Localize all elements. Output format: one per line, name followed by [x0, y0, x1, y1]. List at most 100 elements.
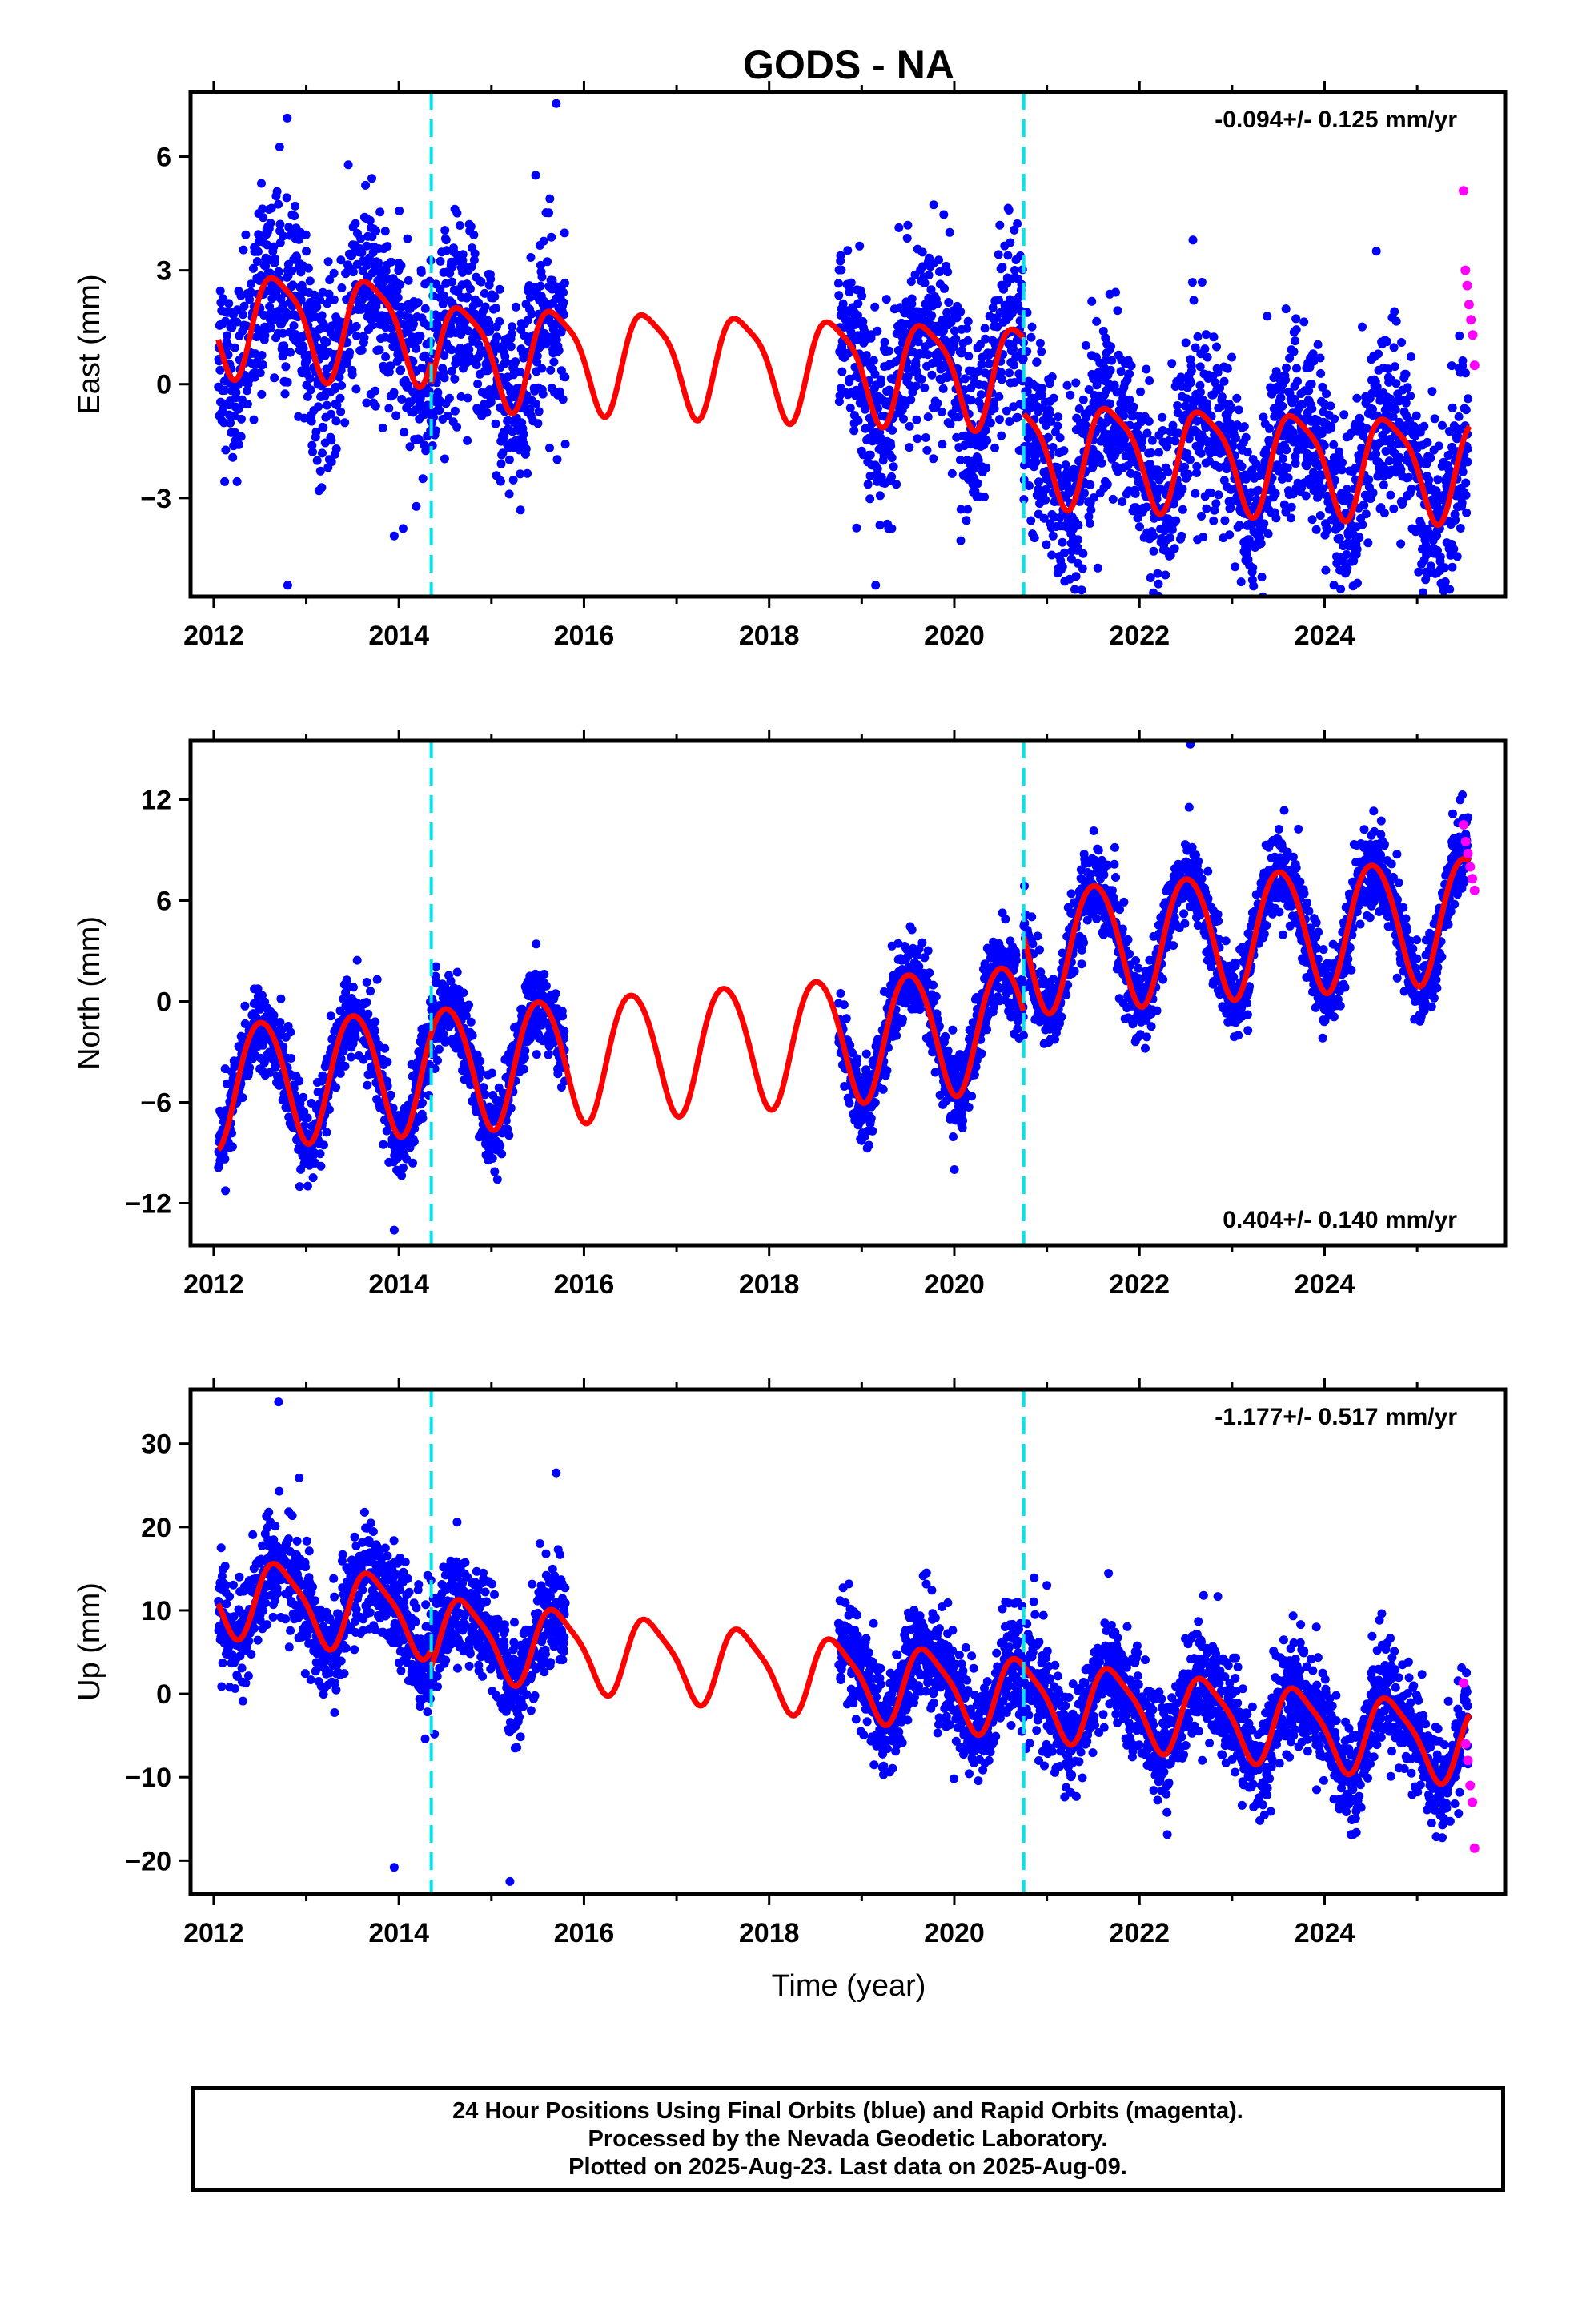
y-tick-label: 0	[156, 370, 171, 400]
final-orbit-point	[486, 397, 496, 407]
final-orbit-point	[538, 389, 548, 399]
final-orbit-point	[371, 386, 380, 396]
final-orbit-point	[980, 324, 990, 333]
final-orbit-point	[1209, 332, 1219, 342]
final-orbit-point	[1043, 432, 1053, 442]
final-orbit-point	[456, 392, 466, 401]
final-orbit-point	[367, 320, 377, 330]
final-orbit-point	[463, 292, 472, 302]
final-orbit-point	[1338, 458, 1347, 468]
final-orbit-point	[1154, 579, 1163, 589]
x-tick-label: 2018	[739, 621, 800, 651]
final-orbit-point	[1153, 465, 1162, 475]
final-orbit-point	[1217, 447, 1227, 456]
final-orbit-point	[1135, 522, 1144, 532]
final-orbit-point	[903, 364, 912, 373]
final-orbit-point	[371, 226, 381, 235]
final-orbit-point	[315, 295, 325, 304]
final-orbit-point	[357, 345, 367, 355]
final-orbit-point	[536, 260, 545, 270]
final-orbit-point	[239, 245, 248, 255]
final-orbit-point	[1438, 420, 1447, 430]
final-orbit-point	[331, 1083, 341, 1092]
final-orbit-point	[1414, 567, 1423, 577]
final-orbit-point	[281, 362, 291, 372]
final-orbit-point	[315, 1149, 325, 1159]
final-orbit-point	[275, 143, 284, 151]
final-orbit-point	[418, 1098, 427, 1108]
final-orbit-point	[944, 298, 954, 307]
final-orbit-point	[552, 455, 562, 464]
final-orbit-point	[342, 975, 351, 985]
final-orbit-point	[559, 287, 568, 297]
final-orbit-point	[974, 367, 983, 376]
final-orbit-point	[873, 464, 882, 473]
final-orbit-point	[1322, 389, 1331, 399]
final-orbit-point	[555, 387, 564, 396]
final-orbit-point	[257, 389, 267, 399]
final-orbit-point	[416, 332, 425, 341]
final-orbit-point	[283, 113, 292, 123]
final-orbit-point	[1461, 478, 1471, 488]
final-orbit-point	[855, 241, 865, 251]
final-orbit-point	[1145, 376, 1154, 385]
final-orbit-point	[291, 330, 300, 339]
final-orbit-point	[336, 1054, 346, 1063]
final-orbit-point	[1035, 339, 1045, 348]
final-orbit-point	[1397, 338, 1407, 347]
final-orbit-point	[545, 194, 555, 203]
final-orbit-point	[1210, 505, 1219, 515]
final-orbit-point	[1182, 394, 1191, 404]
final-orbit-point	[834, 291, 844, 300]
final-orbit-point	[1147, 436, 1157, 445]
final-orbit-point	[1235, 521, 1244, 530]
final-orbit-point	[220, 385, 230, 395]
final-orbit-point	[1307, 404, 1317, 413]
final-orbit-point	[1353, 578, 1362, 588]
final-orbit-point	[955, 456, 965, 464]
final-orbit-point	[343, 160, 353, 170]
final-orbit-point	[1461, 490, 1471, 500]
final-orbit-point	[1013, 412, 1022, 422]
final-orbit-point	[1106, 342, 1115, 352]
final-orbit-point	[351, 1033, 360, 1043]
final-orbit-point	[323, 257, 333, 267]
final-orbit-point	[1153, 569, 1162, 578]
final-orbit-point	[1195, 362, 1205, 372]
final-orbit-point	[258, 204, 267, 214]
final-orbit-point	[1355, 533, 1364, 543]
final-orbit-point	[1423, 437, 1432, 447]
final-orbit-point	[1391, 405, 1400, 414]
final-orbit-point	[303, 1181, 312, 1191]
final-orbit-point	[1396, 539, 1406, 549]
final-orbit-point	[421, 446, 431, 456]
final-orbit-point	[336, 255, 346, 265]
final-orbit-point	[1186, 366, 1196, 376]
final-orbit-point	[515, 367, 524, 376]
final-orbit-point	[1178, 485, 1187, 493]
final-orbit-point	[418, 1113, 428, 1123]
final-orbit-point	[253, 247, 263, 256]
final-orbit-point	[452, 422, 462, 432]
final-orbit-point	[241, 230, 251, 239]
final-orbit-point	[973, 479, 982, 489]
final-orbit-point	[358, 295, 367, 304]
final-orbit-point	[1169, 499, 1178, 509]
final-orbit-point	[1381, 447, 1391, 456]
final-orbit-point	[540, 970, 549, 979]
final-orbit-point	[887, 524, 897, 533]
final-orbit-point	[1461, 405, 1471, 415]
final-orbit-point	[501, 357, 511, 367]
final-orbit-point	[1042, 540, 1051, 549]
final-orbit-point	[523, 468, 532, 478]
final-orbit-point	[544, 208, 553, 218]
final-orbit-point	[875, 521, 885, 530]
y-tick-label: 6	[156, 143, 171, 173]
final-orbit-point	[322, 337, 331, 347]
final-orbit-point	[1271, 367, 1281, 376]
final-orbit-point	[1227, 352, 1236, 362]
final-orbit-point	[1391, 379, 1401, 388]
final-orbit-point	[1161, 570, 1170, 580]
final-orbit-point	[1090, 459, 1099, 468]
final-orbit-point	[549, 357, 559, 367]
